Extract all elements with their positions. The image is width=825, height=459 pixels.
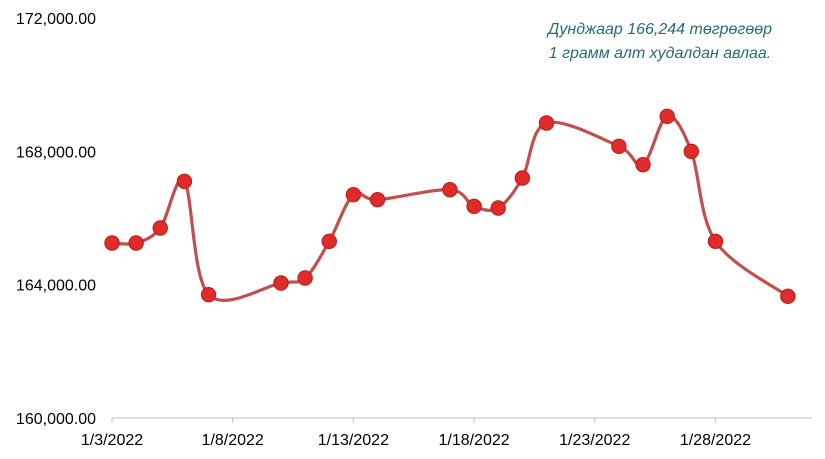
data-point: [104, 235, 120, 251]
y-tick-label: 172,000.00: [16, 11, 96, 28]
data-point: [683, 143, 700, 160]
data-point: [780, 288, 796, 305]
y-tick-label: 168,000.00: [16, 144, 96, 161]
y-tick-label: 160,000.00: [16, 411, 96, 428]
data-point: [345, 186, 362, 203]
data-point: [200, 286, 217, 303]
annotation-line-2: 1 грамм алт худалдан авлаа.: [548, 45, 772, 62]
x-tick-label: 1/28/2022: [680, 432, 751, 449]
price-line: [110, 114, 790, 302]
data-point: [490, 200, 506, 216]
data-point: [466, 198, 482, 215]
data-point: [128, 235, 144, 251]
data-point: [635, 156, 651, 173]
data-point: [707, 233, 724, 250]
average-price-annotation: Дунджаар 166,244 төгрөгөөр 1 грамм алт х…: [470, 18, 825, 66]
x-tick-label: 1/23/2022: [559, 432, 630, 449]
y-tick-label: 164,000.00: [16, 278, 96, 295]
data-point: [297, 270, 313, 286]
data-point: [659, 108, 675, 125]
data-point: [176, 173, 193, 190]
x-tick-label: 1/18/2022: [438, 432, 509, 449]
annotation-line-1: Дунджаар 166,244 төгрөгөөр: [547, 21, 773, 38]
data-point: [538, 115, 555, 131]
x-tick-label: 1/8/2022: [202, 432, 264, 449]
y-axis: 160,000.00 164,000.00 168,000.00 172,000.00: [16, 11, 96, 428]
x-tick-label: 1/13/2022: [318, 432, 389, 449]
data-point: [369, 191, 386, 208]
data-point: [321, 233, 337, 250]
x-axis: 1/3/2022 1/8/2022 1/13/2022 1/18/2022 1/23/2…: [81, 417, 812, 449]
x-tick-label: 1/3/2022: [81, 432, 143, 449]
data-point: [152, 220, 168, 236]
data-markers: [104, 108, 796, 305]
data-point: [273, 275, 289, 291]
data-point: [611, 138, 627, 155]
data-point: [514, 170, 531, 186]
data-point: [442, 181, 458, 198]
